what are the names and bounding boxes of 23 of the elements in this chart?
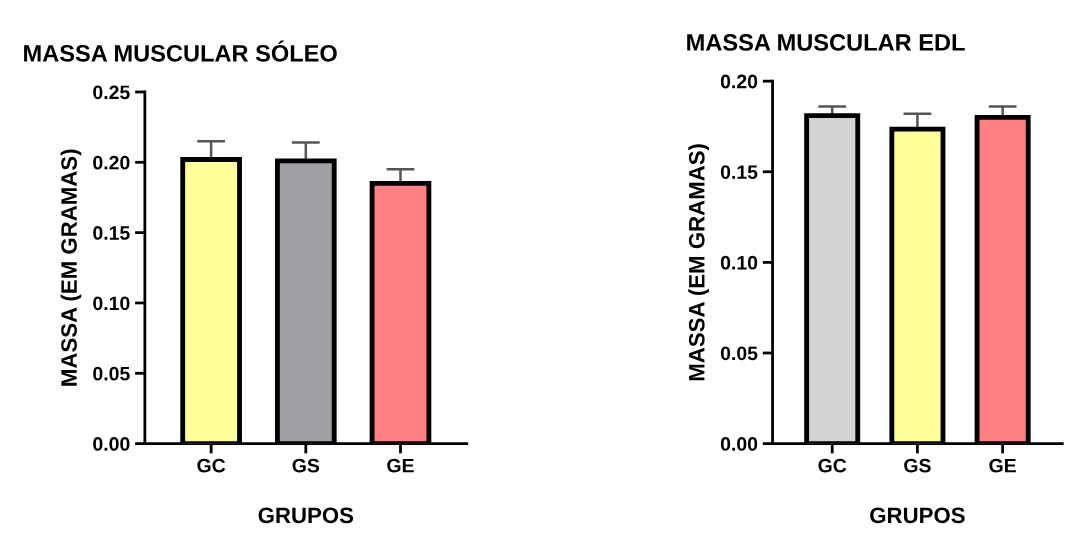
y-tick-label: 0.15 — [93, 226, 130, 240]
x-tick-label: GE — [387, 458, 414, 473]
y-tick-label: 0.20 — [720, 74, 758, 89]
y-tick-label: 0.15 — [720, 165, 758, 179]
x-tick-label: GS — [904, 458, 931, 473]
y-tick-label: 0.20 — [93, 155, 130, 170]
chart-title: MASSA MUSCULAR SÓLEO — [24, 40, 337, 62]
x-tick-label: GC — [818, 458, 847, 473]
x-tick-label: GC — [197, 458, 226, 473]
y-tick-label: 0.25 — [93, 85, 130, 100]
x-axis-title: GRUPOS — [870, 507, 965, 524]
y-tick-label: 0.10 — [93, 296, 130, 311]
y-tick-label: 0.10 — [720, 255, 758, 270]
y-axis-title: MASSA (EM GRAMAS) — [60, 149, 82, 386]
y-axis-title: MASSA (EM GRAMAS) — [688, 144, 710, 381]
y-tick-label: 0.00 — [720, 437, 758, 451]
x-tick-label: GE — [989, 458, 1016, 473]
chart-title: MASSA MUSCULAR EDL — [687, 34, 965, 51]
x-tick-label: GS — [292, 458, 320, 473]
x-axis-title: GRUPOS — [258, 507, 354, 524]
y-tick-label: 0.05 — [720, 346, 758, 361]
y-tick-label: 0.05 — [93, 366, 130, 381]
y-tick-label: 0.00 — [93, 437, 130, 451]
